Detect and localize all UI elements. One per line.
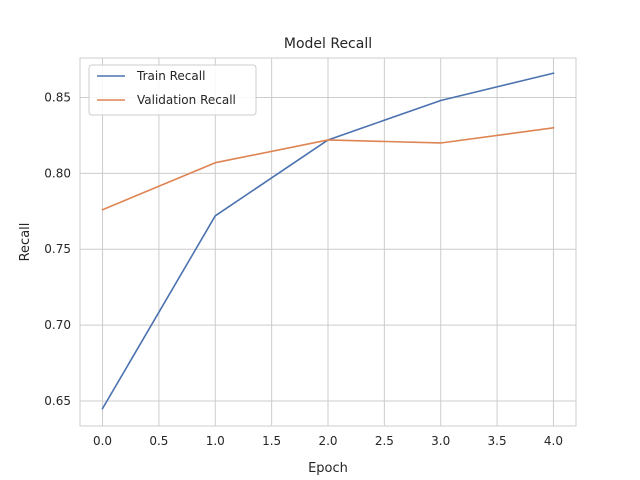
series-line-1: [101, 126, 555, 211]
y-tick-label: 0.85: [44, 90, 71, 104]
y-tick-labels: 0.65 0.70 0.75 0.80 0.85: [44, 90, 71, 408]
y-tick-label: 0.75: [44, 242, 71, 256]
x-tick-label: 1.5: [262, 434, 281, 448]
y-tick-label: 0.80: [44, 166, 71, 180]
x-tick-labels: 0.0 0.5 1.0 1.5 2.0 2.5 3.0 3.5 4.0: [93, 434, 563, 448]
grid-lines: [80, 58, 576, 426]
y-axis-label: Recall: [18, 223, 33, 262]
x-tick-label: 3.5: [488, 434, 507, 448]
x-tick-label: 3.0: [431, 434, 450, 448]
x-tick-label: 4.0: [544, 434, 563, 448]
legend-box: [88, 64, 257, 116]
x-tick-label: 1.0: [206, 434, 225, 448]
chart-title: Model Recall: [284, 36, 372, 52]
x-tick-label: 0.0: [93, 434, 112, 448]
legend-label: Train Recall: [136, 69, 205, 83]
x-tick-label: 0.5: [149, 434, 168, 448]
y-tick-label: 0.70: [44, 318, 71, 332]
y-tick-label: 0.65: [44, 394, 71, 408]
legend: Train Recall Validation Recall: [88, 64, 257, 116]
x-tick-label: 2.5: [375, 434, 394, 448]
x-tick-label: 2.0: [318, 434, 337, 448]
plot-frame: [79, 57, 577, 427]
x-axis-label: Epoch: [308, 461, 348, 476]
series-lines: [101, 72, 555, 410]
legend-label: Validation Recall: [137, 93, 236, 107]
